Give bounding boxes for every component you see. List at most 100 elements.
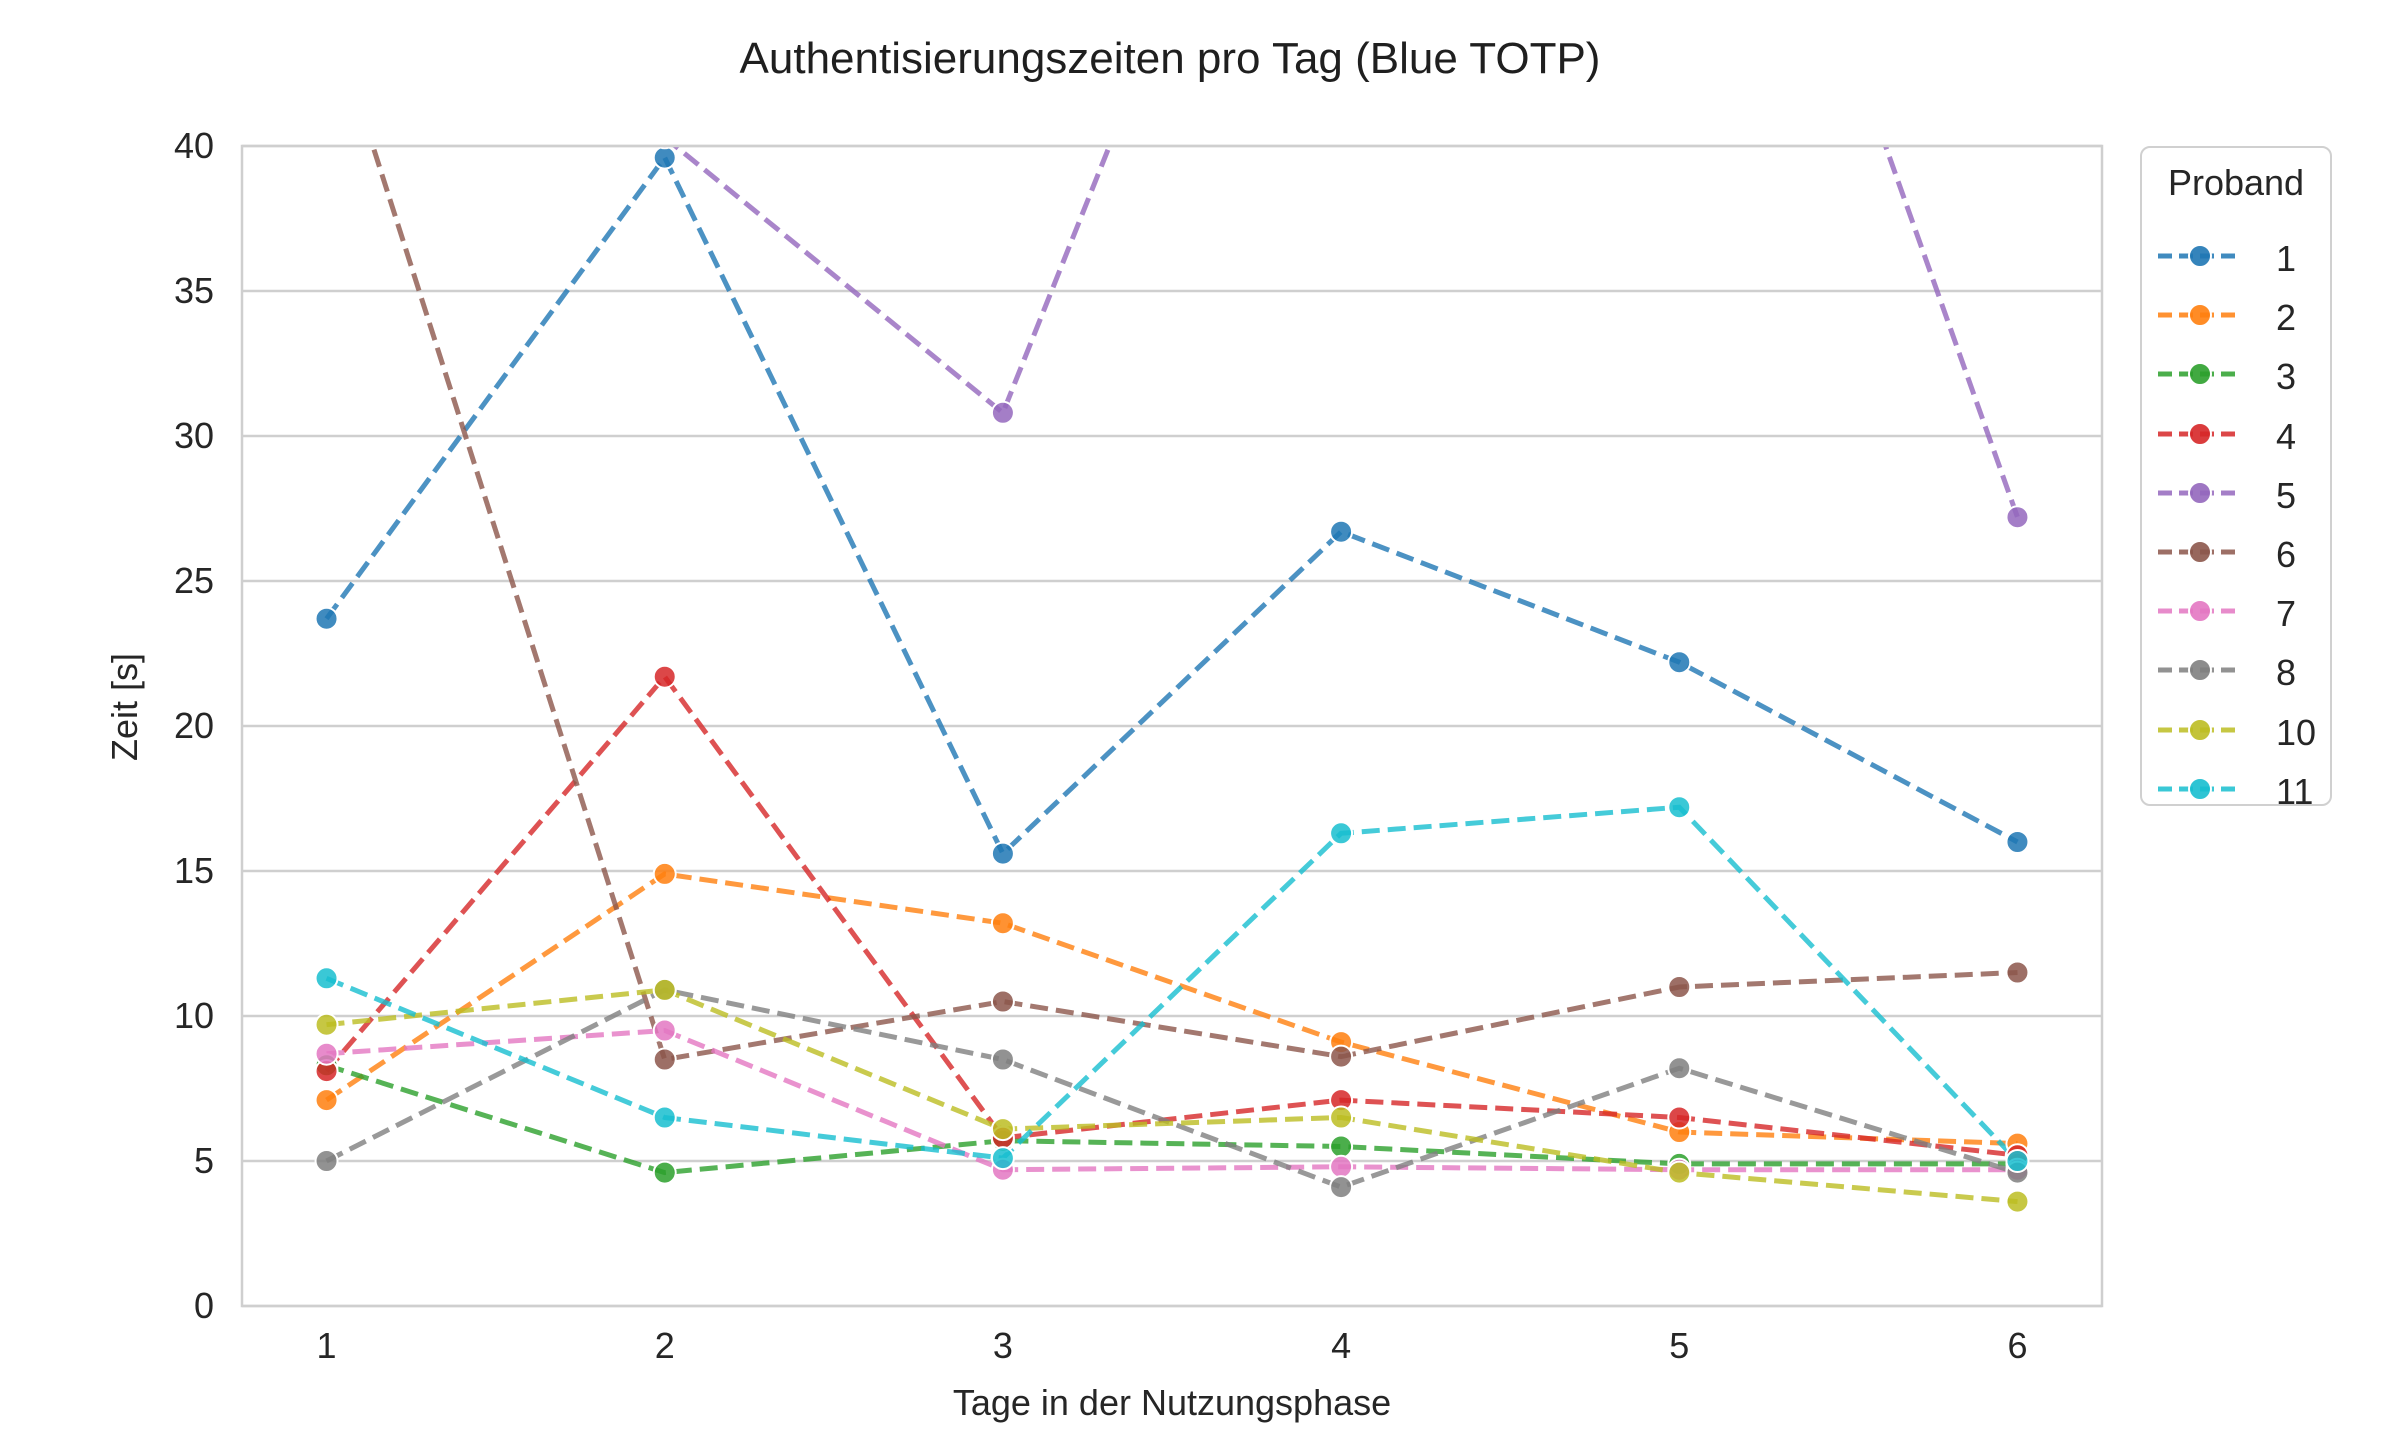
marker-layer (314, 0, 2030, 1214)
legend-item-4: 4 (2158, 410, 2328, 458)
data-point-2 (652, 861, 677, 886)
data-point-1 (652, 146, 677, 170)
legend-label: 11 (2276, 770, 2314, 812)
data-point-2 (990, 911, 1015, 936)
y-tick-label: 5 (194, 1140, 214, 1181)
legend-label: 4 (2276, 415, 2297, 457)
legend: Proband 1 2 3 4 5 6 7 8 10 11 (2140, 146, 2332, 812)
series-line-10 (326, 987, 2018, 1205)
data-point-5 (316, 0, 338, 12)
x-tick-label: 6 (2007, 1325, 2027, 1366)
series-line-4 (324, 672, 2018, 1158)
y-tick-label: 20 (174, 705, 214, 746)
plot-frame (240, 144, 2104, 1308)
data-point-11 (314, 966, 339, 991)
data-point-4 (652, 664, 677, 689)
data-point-7 (652, 1018, 677, 1043)
data-point-8 (990, 1047, 1015, 1072)
series-line-1 (324, 152, 2019, 858)
data-point-6 (1667, 975, 1692, 999)
legend-item-7: 7 (2158, 587, 2328, 635)
data-point-6 (316, 0, 338, 12)
series-line-3 (325, 1062, 2018, 1176)
y-tick-label: 10 (174, 995, 214, 1036)
data-point-11 (2005, 1149, 2030, 1173)
series-line-11 (325, 804, 2020, 1163)
data-point-10 (1329, 1105, 1354, 1130)
legend-item-6: 6 (2158, 528, 2328, 576)
legend-item-10: 10 (2158, 706, 2328, 754)
legend-item-1: 1 (2158, 232, 2328, 280)
legend-item-11: 11 (2158, 765, 2328, 813)
legend-marker-icon (2188, 540, 2212, 564)
legend-marker-icon (2188, 599, 2212, 624)
data-point-3 (652, 1160, 677, 1185)
data-point-6 (2005, 960, 2030, 985)
chart-title: Authentisierungszeiten pro Tag (Blue TOT… (739, 34, 1601, 83)
legend-label: 10 (2276, 711, 2317, 753)
data-point-10 (1667, 1160, 1692, 1185)
x-tick-label: 1 (317, 1325, 337, 1366)
series-line-7 (326, 1027, 2018, 1173)
series-layer (324, 146, 2020, 1205)
data-point-1 (314, 606, 339, 631)
data-point-5 (990, 400, 1015, 425)
legend-marker-icon (2188, 480, 2212, 505)
data-point-1 (990, 841, 1015, 866)
tick-labels: 0 5 10 15 20 25 30 35 40 1 2 3 4 5 6 (174, 125, 2028, 1366)
y-tick-label: 35 (174, 270, 214, 311)
legend-item-5: 5 (2158, 469, 2328, 517)
series-line-6 (370, 146, 2018, 1063)
y-tick-label: 30 (174, 415, 214, 456)
legend-marker-icon (2188, 303, 2212, 328)
y-tick-label: 40 (174, 125, 214, 166)
data-point-7 (1329, 1154, 1354, 1179)
legend-marker-icon (2188, 717, 2212, 742)
data-point-8 (1329, 1175, 1354, 1200)
legend-item-3: 3 (2158, 350, 2328, 398)
legend-marker-icon (2188, 362, 2212, 387)
data-point-1 (1667, 650, 1692, 675)
data-point-8 (314, 1149, 339, 1173)
data-point-8 (1667, 1056, 1692, 1081)
x-axis-label: Tage in der Nutzungsphase (952, 1382, 1392, 1423)
legend-item-2: 2 (2158, 291, 2328, 339)
legend-label: 8 (2276, 652, 2297, 694)
legend-label: 3 (2276, 356, 2297, 398)
y-tick-label: 25 (174, 560, 214, 601)
data-point-7 (314, 1041, 339, 1066)
data-point-10 (2005, 1189, 2030, 1214)
y-tick-label: 0 (194, 1285, 214, 1326)
data-point-4 (1667, 1105, 1692, 1130)
data-point-10 (990, 1117, 1015, 1142)
data-point-1 (1329, 519, 1354, 544)
y-tick-label: 15 (174, 850, 214, 891)
data-point-6 (652, 1047, 677, 1072)
legend-label: 5 (2276, 474, 2297, 516)
data-point-11 (652, 1105, 677, 1130)
x-tick-label: 2 (655, 1325, 675, 1366)
data-point-11 (990, 1146, 1015, 1171)
legend-marker-icon (2188, 658, 2212, 683)
data-point-6 (1329, 1044, 1354, 1069)
legend-marker-icon (2188, 421, 2212, 446)
series-line-2 (325, 871, 2018, 1147)
y-axis-label: Zeit [s] (104, 652, 145, 762)
data-point-11 (1667, 795, 1692, 820)
data-point-2 (314, 1088, 339, 1113)
x-tick-label: 4 (1331, 1325, 1351, 1366)
legend-item-8: 8 (2158, 646, 2328, 694)
data-point-11 (1329, 821, 1354, 846)
series-line-8 (325, 987, 2019, 1190)
data-point-6 (990, 989, 1015, 1014)
legend-label: 1 (2276, 238, 2297, 279)
x-tick-label: 3 (993, 1325, 1013, 1366)
x-tick-label: 5 (1669, 1325, 1689, 1366)
legend-label: 6 (2276, 534, 2297, 575)
legend-label: 2 (2276, 297, 2297, 339)
legend-marker-icon (2188, 776, 2212, 801)
data-point-5 (2005, 505, 2030, 530)
legend-title: Proband (2167, 162, 2305, 203)
data-point-10 (652, 977, 677, 1002)
